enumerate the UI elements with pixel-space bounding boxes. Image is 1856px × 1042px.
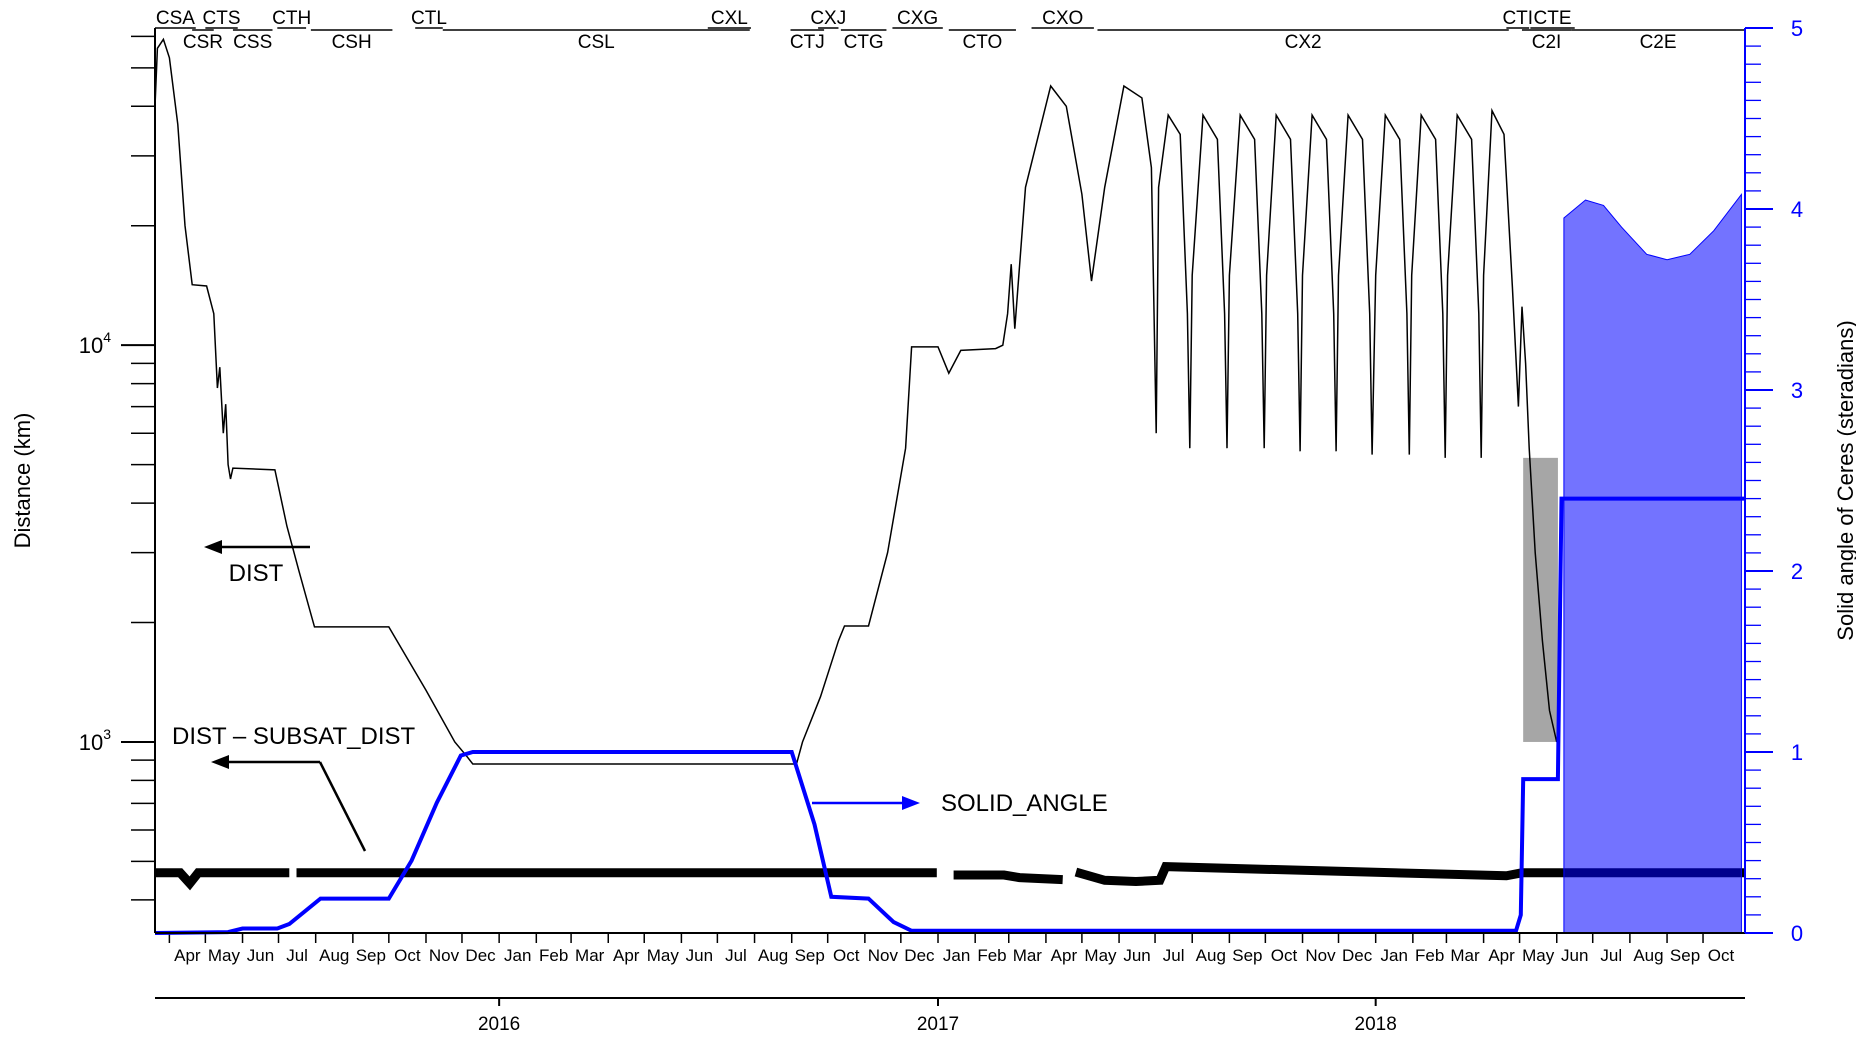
phase-label-ctl: CTL — [411, 8, 447, 29]
x-month-label: Mar — [1013, 946, 1043, 965]
x-month-label: Sep — [1232, 946, 1262, 965]
x-month-label: Nov — [868, 946, 899, 965]
x-month-label: Apr — [1488, 946, 1515, 965]
x-year-label: 2017 — [917, 1014, 959, 1035]
phase-label-cxl: CXL — [711, 8, 748, 29]
x-month-label: Nov — [429, 946, 460, 965]
annotations-layer: DIST DIST – SUBSAT_DIST SOLID_ANGLE — [172, 540, 1108, 852]
x-month-label: Jan — [1381, 946, 1408, 965]
x-month-label: Dec — [904, 946, 935, 965]
phase-label-cto: CTO — [962, 32, 1002, 53]
x-month-label: Jan — [943, 946, 970, 965]
phase-label-cxj: CXJ — [810, 8, 846, 29]
x-month-label: Jun — [247, 946, 274, 965]
phase-label-cts: CTS — [203, 8, 241, 29]
x-month-label: Sep — [1670, 946, 1700, 965]
phase-label-csh: CSH — [332, 32, 372, 53]
annotation-dist-arrow-head — [204, 540, 222, 554]
x-month-label: Jul — [725, 946, 747, 965]
phase-label-cxo: CXO — [1042, 8, 1083, 29]
phase-label-ctj: CTJ — [790, 32, 825, 53]
x-month-label: Sep — [356, 946, 386, 965]
series-line-dist — [154, 37, 1558, 765]
y-left-tick-exponent: 3 — [103, 726, 111, 742]
x-month-label: Oct — [394, 946, 421, 965]
phase-label-csr: CSR — [183, 32, 223, 53]
x-month-label: Nov — [1305, 946, 1336, 965]
series-area-solid-angle-envelope — [1563, 193, 1742, 934]
x-month-label: Mar — [575, 946, 605, 965]
x-month-label: Feb — [977, 946, 1006, 965]
series-line-dist-subsat — [155, 862, 1745, 891]
x-month-label: Dec — [465, 946, 496, 965]
y-right-tick-label: 3 — [1791, 378, 1803, 403]
y-right-axis-label: Solid angle of Ceres (steradians) — [1833, 320, 1856, 640]
y-right-tick-label: 4 — [1791, 197, 1803, 222]
x-month-label: Mar — [1450, 946, 1480, 965]
x-month-label: Aug — [319, 946, 349, 965]
phase-label-cth: CTH — [272, 8, 311, 29]
phase-label-csl: CSL — [578, 32, 615, 53]
annotation-solid-angle: SOLID_ANGLE — [941, 790, 1108, 817]
phase-bars-layer: CSA CTS CTH CTL CXL CXJ CXG CXO CTI CTE CSR CSS CSH C… — [155, 8, 1745, 53]
y-right-tick-label: 0 — [1791, 921, 1803, 946]
phase-label-cxg: CXG — [897, 8, 938, 29]
x-month-label: May — [1084, 946, 1117, 965]
x-year-label: 2018 — [1355, 1014, 1397, 1035]
phase-label-cti: CTI — [1502, 8, 1533, 29]
x-month-label: Feb — [1415, 946, 1444, 965]
x-month-label: Feb — [539, 946, 568, 965]
annotation-dist-subsat-leader — [318, 761, 367, 852]
x-month-label: Jul — [1163, 946, 1185, 965]
x-year-label: 2016 — [478, 1014, 520, 1035]
phase-label-c2i: C2I — [1532, 32, 1562, 53]
x-month-label: Jun — [1561, 946, 1588, 965]
phase-label-css: CSS — [233, 32, 272, 53]
y-right-tick-label: 2 — [1791, 559, 1803, 584]
annotation-dist-subsat-arrow-head — [211, 755, 229, 769]
x-month-label: May — [647, 946, 680, 965]
x-month-label: Aug — [1196, 946, 1226, 965]
phase-label-cte: CTE — [1534, 8, 1572, 29]
annotation-solid-angle-arrow-head — [902, 796, 920, 810]
x-month-label: Dec — [1342, 946, 1373, 965]
x-month-label: Jul — [286, 946, 308, 965]
series-area-dist-oscillation — [1523, 457, 1558, 742]
phase-label-cx2: CX2 — [1285, 32, 1322, 53]
series-line-solid-angle — [154, 496, 1745, 935]
y-left-tick-base: 10 — [79, 333, 103, 358]
y-left-tick-exponent: 4 — [103, 329, 111, 345]
x-month-label: May — [208, 946, 241, 965]
x-month-label: Apr — [613, 946, 640, 965]
x-month-label: Apr — [174, 946, 201, 965]
axis-ticks-layer — [121, 27, 1773, 1006]
y-left-tick-label: 104 — [79, 329, 111, 358]
x-month-label: Aug — [758, 946, 788, 965]
x-month-label: Oct — [1271, 946, 1298, 965]
y-right-tick-label: 1 — [1791, 740, 1803, 765]
y-left-axis-label: Distance (km) — [10, 413, 35, 549]
x-month-label: Jun — [686, 946, 713, 965]
x-month-label: Apr — [1051, 946, 1078, 965]
x-month-label: Sep — [795, 946, 825, 965]
phase-label-csa: CSA — [156, 8, 195, 29]
x-month-label: Jun — [1123, 946, 1150, 965]
x-month-label: Aug — [1633, 946, 1663, 965]
phase-label-c2e: C2E — [1640, 32, 1677, 53]
x-month-label: Oct — [833, 946, 860, 965]
x-month-label: Oct — [1708, 946, 1735, 965]
x-month-label: Jul — [1600, 946, 1622, 965]
annotation-dist: DIST — [229, 560, 284, 587]
series-layer — [154, 37, 1745, 935]
y-left-tick-base: 10 — [79, 730, 103, 755]
x-month-label: May — [1522, 946, 1555, 965]
phase-label-ctg: CTG — [844, 32, 884, 53]
y-right-tick-label: 5 — [1791, 16, 1803, 41]
y-left-tick-label: 103 — [79, 726, 111, 755]
annotation-dist-subsat: DIST – SUBSAT_DIST — [172, 723, 416, 750]
x-month-label: Jan — [504, 946, 531, 965]
